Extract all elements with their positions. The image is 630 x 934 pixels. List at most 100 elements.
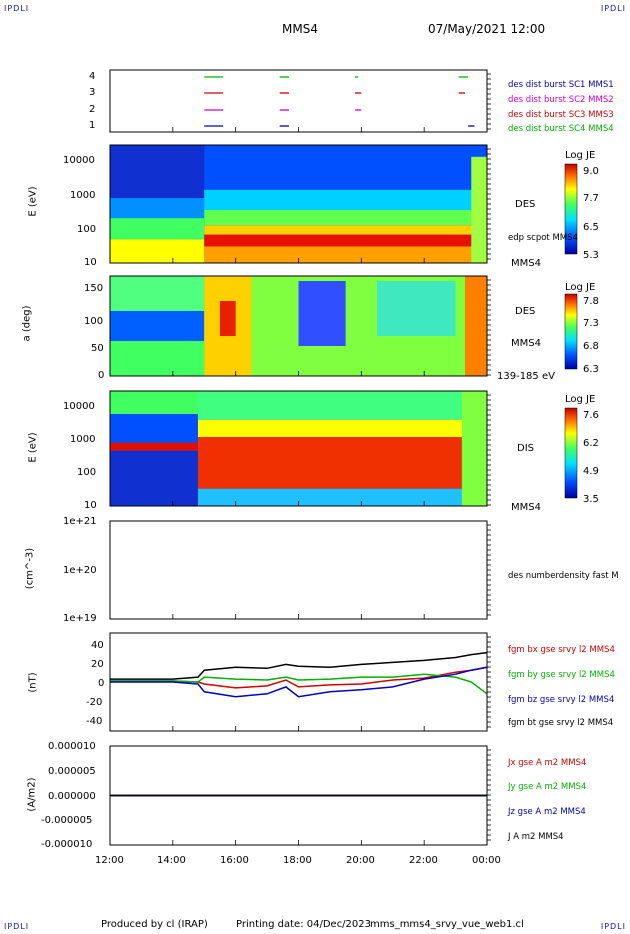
dis-energy-ylabel: E (eV) (27, 432, 39, 463)
current-tick-3: 0.000000 (48, 791, 96, 802)
bfield-lines (110, 651, 488, 698)
spec-dis-band-0 (110, 391, 198, 414)
colorbar-des (564, 163, 578, 255)
current-tick-1: 0.000010 (48, 741, 96, 752)
dis-colorbar-tick-2: 4.9 (583, 466, 599, 477)
dis-energy-label-mms4: MMS4 (511, 502, 541, 513)
colorbar-dis (564, 407, 578, 499)
pitch-colorbar-title: Log JE (565, 282, 596, 293)
footer-produced: Produced by cl (IRAP) (101, 919, 208, 930)
burst-legend-2: des dist burst SC2 MMS2 (508, 95, 614, 105)
x-tick-1600: 16:00 (220, 855, 249, 866)
pitch-tick-150: 150 (84, 283, 104, 294)
des-energy-tick-10000: 10000 (63, 155, 95, 166)
spec-dis-band-5 (197, 419, 487, 437)
bfield-legend-bt: fgm bt gse srvy l2 MMS4 (508, 718, 614, 728)
bfield-tick-neg40: -40 (86, 716, 103, 727)
pitch-colorbar-tick-1: 7.3 (583, 318, 599, 329)
dis-colorbar-title: Log JE (565, 394, 596, 405)
spec-pitch-band-2 (110, 341, 205, 376)
spec-pitch-band-6 (298, 281, 346, 346)
current-legend-jx: Jx gse A m2 MMS4 (508, 758, 587, 768)
des-energy-label-scpot: edp scpot MMS4 (508, 233, 578, 243)
des-colorbar-tick-3: 5.3 (583, 250, 599, 261)
spec-dis-band-8 (461, 391, 487, 506)
dis-energy-tick-10: 10 (84, 500, 97, 511)
burst-tick-4: 4 (89, 71, 96, 82)
panel-burst-frame (109, 69, 488, 133)
burst-indicators (204, 76, 475, 127)
burst-legend-1: des dist burst SC1 MMS1 (508, 80, 614, 90)
des-colorbar-tick-0: 9.0 (583, 166, 599, 177)
x-tick-1400: 14:00 (157, 855, 186, 866)
burst-legend-4: des dist burst SC4 MMS4 (508, 124, 614, 134)
pitch-colorbar-tick-3: 6.3 (583, 364, 599, 375)
x-tick-2000: 20:00 (346, 855, 375, 866)
spec-dis-band-4 (197, 391, 487, 420)
spec-dis-band-7 (197, 488, 487, 506)
bfield-tick-40: 40 (91, 640, 104, 651)
panel-density-frame (109, 520, 488, 620)
density-ylabel: (cm^-3) (24, 547, 36, 590)
corner-label-tr: IPDLI (600, 4, 626, 13)
spec-des-band-9 (471, 156, 487, 263)
current-ylabel: (A/m2) (26, 777, 38, 812)
spec-des-band-4 (204, 189, 487, 210)
footer-printing-date: Printing date: 04/Dec/2023 (236, 919, 372, 930)
colorbar-pitch (564, 293, 578, 370)
des-colorbar-tick-2: 6.5 (583, 222, 599, 233)
datetime-title: 07/May/2021 12:00 (428, 22, 546, 36)
spec-pitch-band-5 (219, 301, 236, 336)
x-tick-0000: 00:00 (472, 855, 501, 866)
spec-des-band-7 (204, 234, 487, 247)
pitch-tick-0: 0 (98, 370, 105, 381)
pitch-colorbar-tick-0: 7.8 (583, 296, 599, 307)
density-tick-1e19: 1e+19 (63, 613, 97, 624)
burst-tick-2: 2 (89, 104, 96, 115)
dis-energy-tick-10000: 10000 (63, 401, 95, 412)
pitch-tick-100: 100 (84, 316, 104, 327)
spec-pitch-band-0 (110, 276, 205, 311)
bfield-ylabel: (nT) (27, 672, 39, 693)
spec-des-band-5 (204, 209, 487, 226)
corner-label-bl: IPDLI (4, 922, 30, 931)
bfield-legend-bx: fgm bx gse srvy l2 MMS4 (508, 645, 615, 655)
spec-pitch-band-8 (465, 276, 487, 376)
current-tick-5: -0.000010 (41, 839, 93, 850)
dis-energy-spectrogram (110, 391, 487, 506)
axis-tick-marks (109, 73, 491, 845)
x-tick-1800: 18:00 (283, 855, 312, 866)
spec-des-band-6 (204, 225, 487, 235)
burst-tick-3: 3 (89, 87, 96, 98)
dis-colorbar-tick-1: 6.2 (583, 438, 599, 449)
spec-pitch-band-1 (110, 311, 205, 341)
des-energy-label-mms4: MMS4 (511, 258, 541, 269)
spec-des-band-8 (204, 246, 487, 263)
current-tick-2: 0.000005 (48, 766, 96, 777)
current-legend-jy: Jy gse A m2 MMS4 (508, 782, 587, 792)
corner-label-tl: IPDLI (4, 4, 30, 13)
corner-label-br: IPDLI (600, 922, 626, 931)
pitch-angle-spectrogram (110, 276, 487, 376)
spec-pitch-band-7 (377, 281, 456, 336)
dis-energy-label-dis: DIS (517, 443, 534, 454)
des-energy-tick-1000: 1000 (70, 190, 96, 201)
burst-legend-3: des dist burst SC3 MMS3 (508, 110, 614, 120)
burst-tick-1: 1 (89, 120, 96, 131)
spec-des-band-2 (110, 218, 205, 240)
plot-bfield-series-3 (110, 651, 488, 680)
density-tick-1e21: 1e+21 (63, 516, 97, 527)
des-energy-tick-10: 10 (84, 257, 97, 268)
bfield-tick-neg20: -20 (86, 697, 103, 708)
density-tick-1e20: 1e+20 (63, 565, 97, 576)
spec-des-band-0 (110, 145, 205, 199)
x-tick-1200: 12:00 (95, 855, 124, 866)
des-energy-spectrogram (110, 145, 487, 263)
des-energy-tick-100: 100 (77, 224, 97, 235)
dis-energy-tick-1000: 1000 (70, 434, 96, 445)
bfield-tick-0: 0 (98, 678, 105, 689)
pitch-ylabel: a (deg) (21, 305, 33, 342)
plot-bfield-series-1 (110, 673, 488, 695)
pitch-label-mms4: MMS4 (511, 338, 541, 349)
